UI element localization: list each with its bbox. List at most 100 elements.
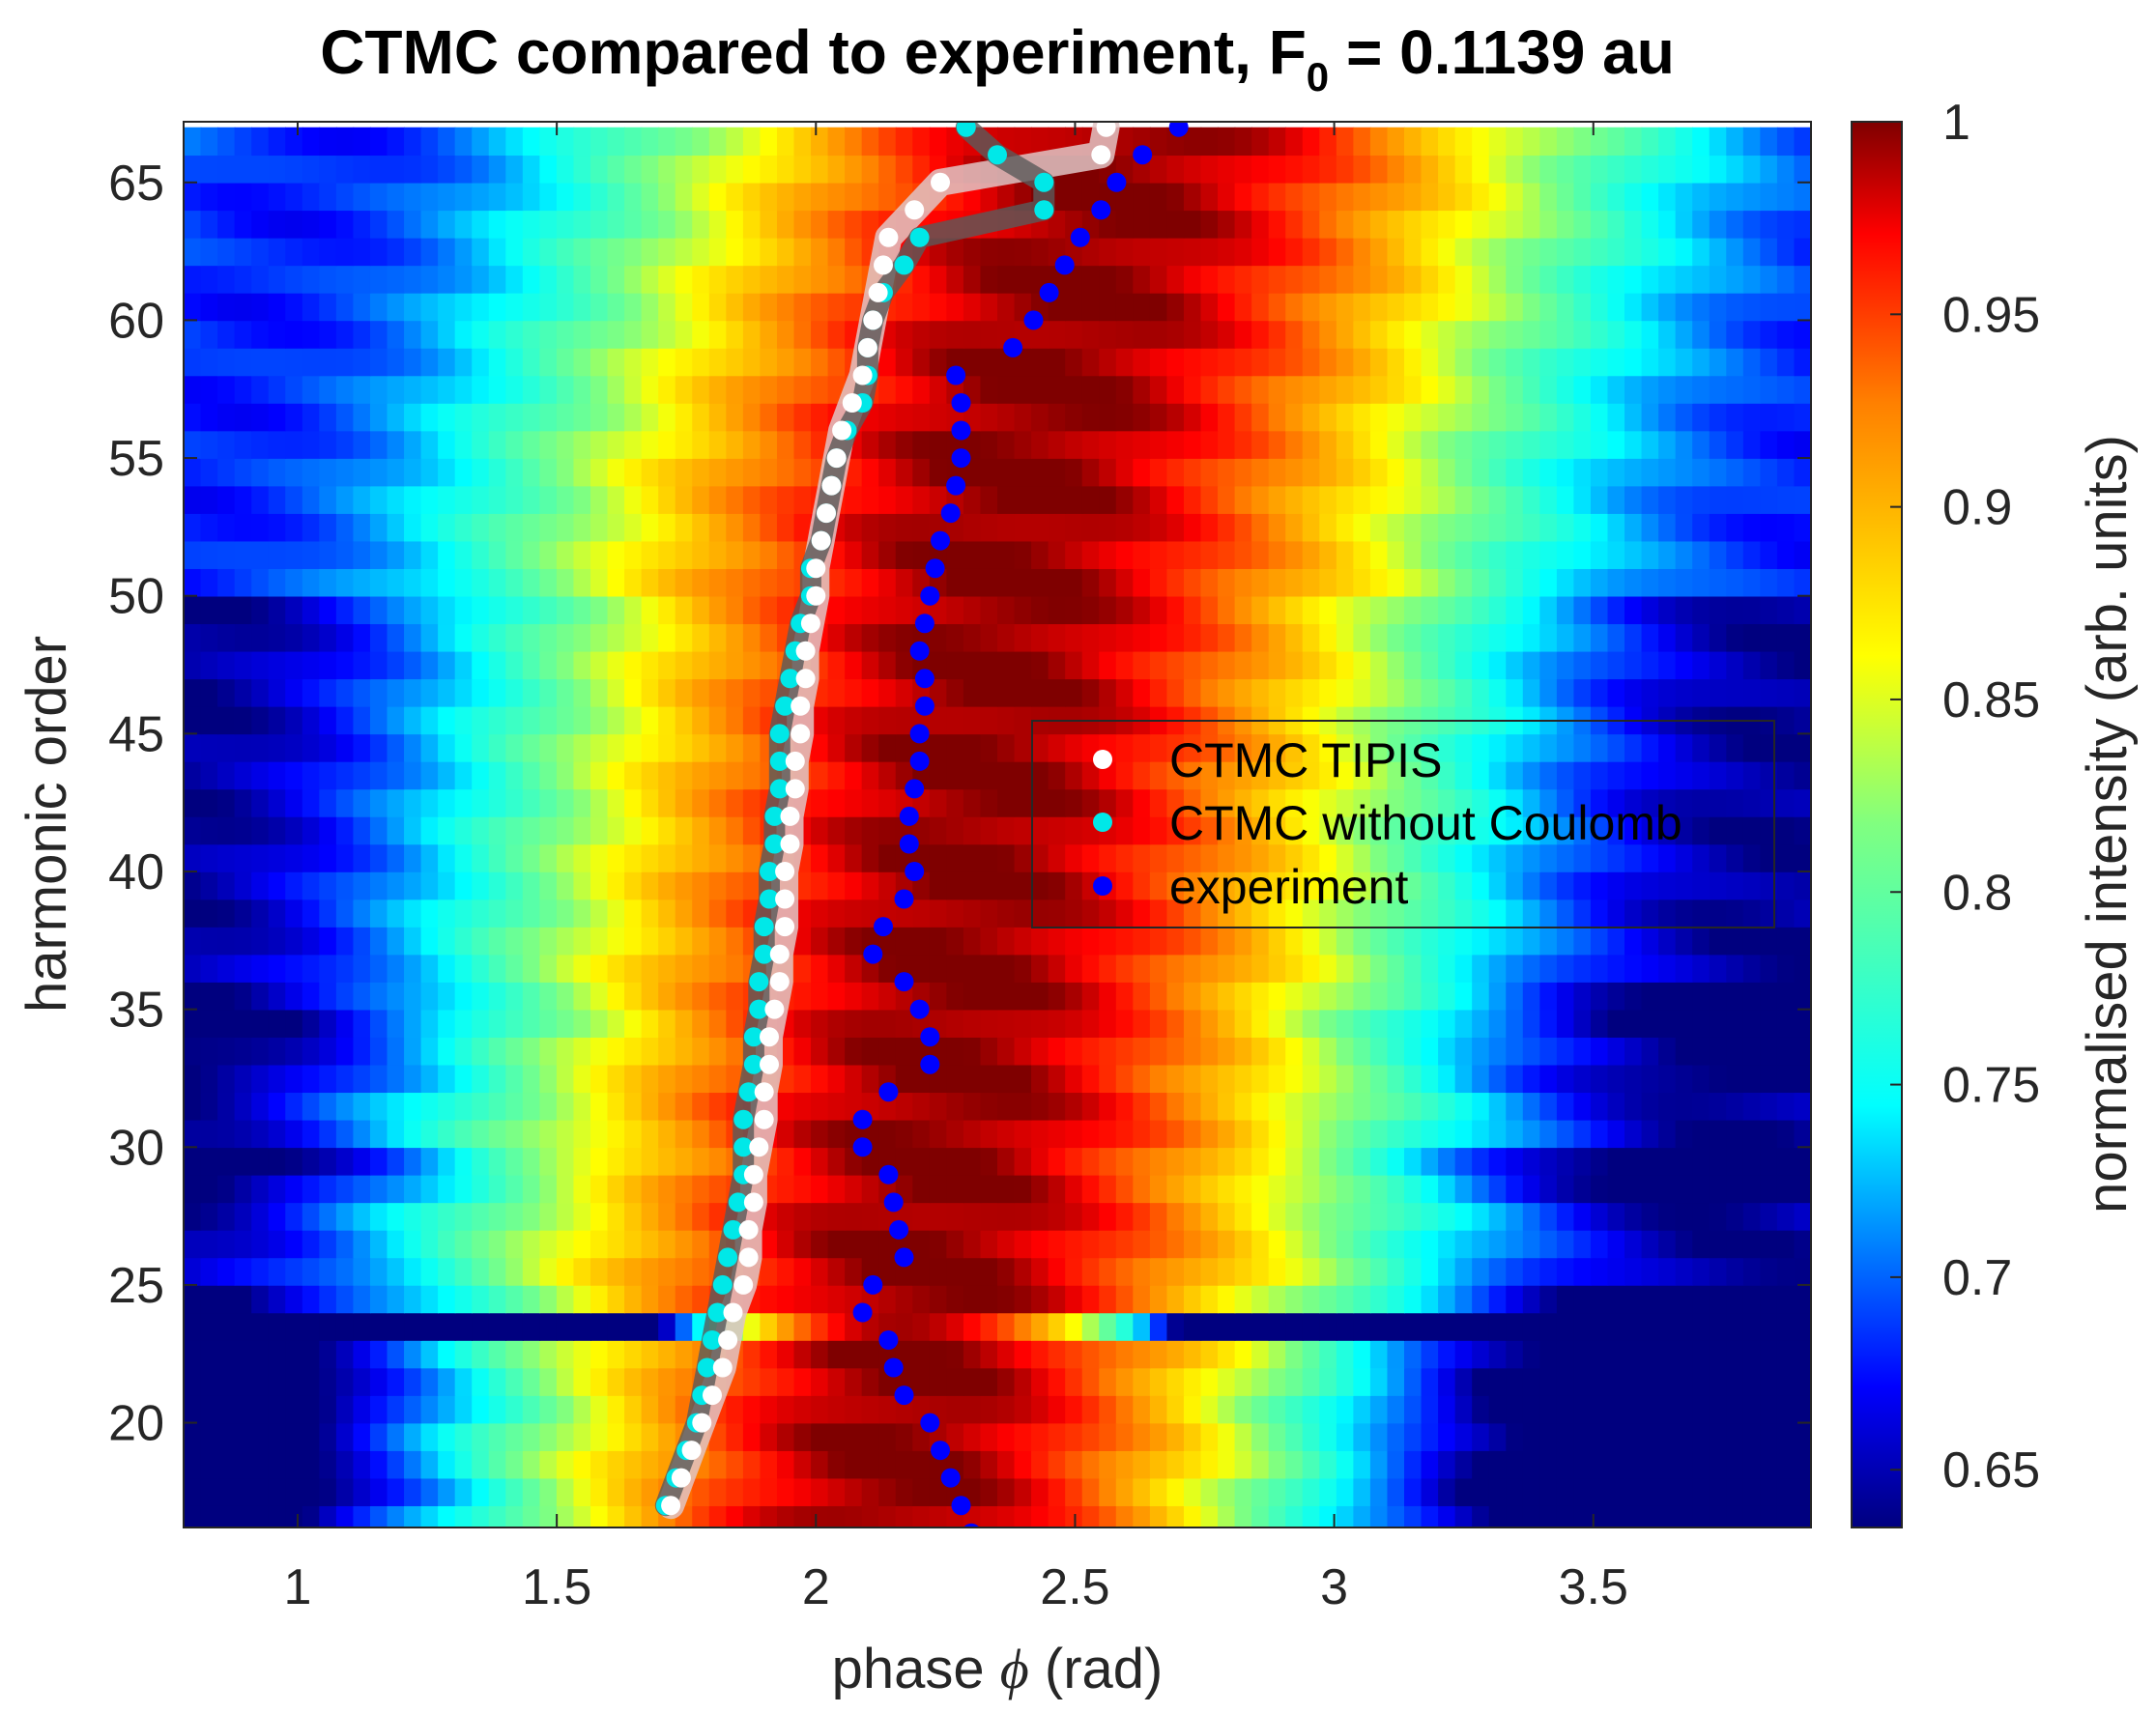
heatmap-cell: [1133, 1477, 1151, 1506]
heatmap-cell: [590, 678, 609, 707]
heatmap-cell: [573, 210, 591, 239]
heatmap-cell: [1183, 347, 1202, 377]
heatmap-cell: [827, 1174, 846, 1204]
heatmap-cell: [708, 954, 728, 983]
heatmap-cell: [454, 375, 474, 404]
heatmap-cell: [811, 403, 829, 432]
heatmap-cell: [1218, 1009, 1236, 1038]
heatmap-cell: [438, 982, 456, 1011]
heatmap-cell: [742, 513, 762, 542]
heatmap-cell: [268, 1009, 287, 1038]
heatmap-cell: [1014, 927, 1032, 956]
heatmap-cell: [1760, 1064, 1778, 1094]
heatmap-cell: [658, 403, 676, 432]
heatmap-cell: [539, 1147, 558, 1176]
heatmap-cell: [1760, 568, 1778, 597]
heatmap-cell: [1369, 650, 1389, 680]
heatmap-cell: [1031, 540, 1049, 569]
heatmap-cell: [234, 265, 252, 294]
heatmap-cell: [353, 1092, 371, 1121]
heatmap-cell: [285, 485, 303, 514]
heatmap-cell: [556, 1037, 575, 1066]
heatmap-cell: [505, 210, 524, 239]
heatmap-cell: [1675, 485, 1694, 514]
heatmap-cell: [1149, 1009, 1168, 1038]
heatmap-cell: [369, 1064, 388, 1094]
heatmap-cell: [1454, 954, 1473, 983]
heatmap-cell: [1369, 182, 1389, 212]
heatmap-cell: [963, 1202, 982, 1231]
heatmap-cell: [1387, 127, 1405, 157]
heatmap-cell: [658, 1229, 676, 1259]
heatmap-cell: [675, 788, 694, 817]
heatmap-cell: [1776, 1477, 1796, 1506]
heatmap-cell: [760, 375, 778, 404]
heatmap-cell: [1573, 871, 1592, 900]
heatmap-cell: [1285, 899, 1304, 928]
heatmap-cell: [1607, 815, 1625, 845]
heatmap-cell: [472, 1312, 490, 1341]
heatmap-cell: [1658, 982, 1677, 1011]
heatmap-cell: [454, 155, 474, 184]
heatmap-cell: [675, 1009, 694, 1038]
heatmap-cell: [1133, 403, 1151, 432]
heatmap-cell: [861, 1229, 880, 1259]
heatmap-cell: [1590, 650, 1609, 680]
heatmap-cell: [556, 954, 575, 983]
heatmap-cell: [1607, 623, 1625, 652]
heatmap-cell: [1081, 292, 1101, 322]
heatmap-cell: [1573, 815, 1592, 845]
heatmap-cell: [1115, 843, 1135, 872]
heatmap-cell: [878, 1477, 897, 1506]
heatmap-cell: [1539, 1037, 1558, 1066]
heatmap-cell: [488, 954, 507, 983]
heatmap-cell: [1031, 375, 1049, 404]
heatmap-cell: [963, 595, 982, 625]
heatmap-cell: [1081, 927, 1101, 956]
heatmap-cell: [438, 871, 456, 900]
heatmap-cell: [319, 458, 337, 487]
heatmap-cell: [980, 899, 998, 928]
heatmap-cell: [234, 1064, 252, 1094]
heatmap-cell: [353, 1229, 371, 1259]
heatmap-cell: [895, 568, 914, 597]
heatmap-cell: [217, 320, 236, 349]
heatmap-cell: [1251, 210, 1270, 239]
heatmap-cell: [1319, 871, 1337, 900]
heatmap-cell: [1285, 1202, 1304, 1231]
heatmap-cell: [1472, 182, 1490, 212]
heatmap-cell: [811, 347, 829, 377]
heatmap-cell: [200, 1092, 218, 1121]
heatmap-cell: [234, 982, 252, 1011]
heatmap-cell: [1709, 954, 1728, 983]
heatmap-cell: [1369, 210, 1389, 239]
heatmap-cell: [353, 1312, 371, 1341]
heatmap-cell: [1641, 1450, 1659, 1479]
heatmap-cell: [793, 1037, 812, 1066]
heatmap-cell: [556, 1477, 575, 1506]
heatmap-cell: [522, 678, 541, 707]
heatmap-cell: [522, 1340, 541, 1369]
heatmap-cell: [1183, 1395, 1202, 1424]
heatmap-cell: [1081, 485, 1101, 514]
heatmap-cell: [454, 1147, 474, 1176]
heatmap-cell: [1065, 1037, 1083, 1066]
heatmap-cell: [1404, 265, 1423, 294]
heatmap-cell: [1251, 1450, 1270, 1479]
heatmap-cell: [692, 760, 710, 790]
heatmap-cell: [1472, 127, 1490, 157]
heatmap-cell: [1675, 1174, 1694, 1204]
heatmap-cell: [369, 1202, 388, 1231]
heatmap-cell: [1268, 540, 1287, 569]
heatmap-cell: [268, 265, 287, 294]
heatmap-cell: [1285, 375, 1304, 404]
heatmap-cell: [1522, 1450, 1541, 1479]
heatmap-cell: [1369, 899, 1389, 928]
heatmap-cell: [251, 1229, 270, 1259]
heatmap-cell: [1404, 1202, 1423, 1231]
heatmap-cell: [268, 650, 287, 680]
heatmap-cell: [590, 1422, 609, 1451]
heatmap-cell: [488, 347, 507, 377]
heatmap-cell: [335, 485, 355, 514]
heatmap-cell: [234, 1312, 252, 1341]
